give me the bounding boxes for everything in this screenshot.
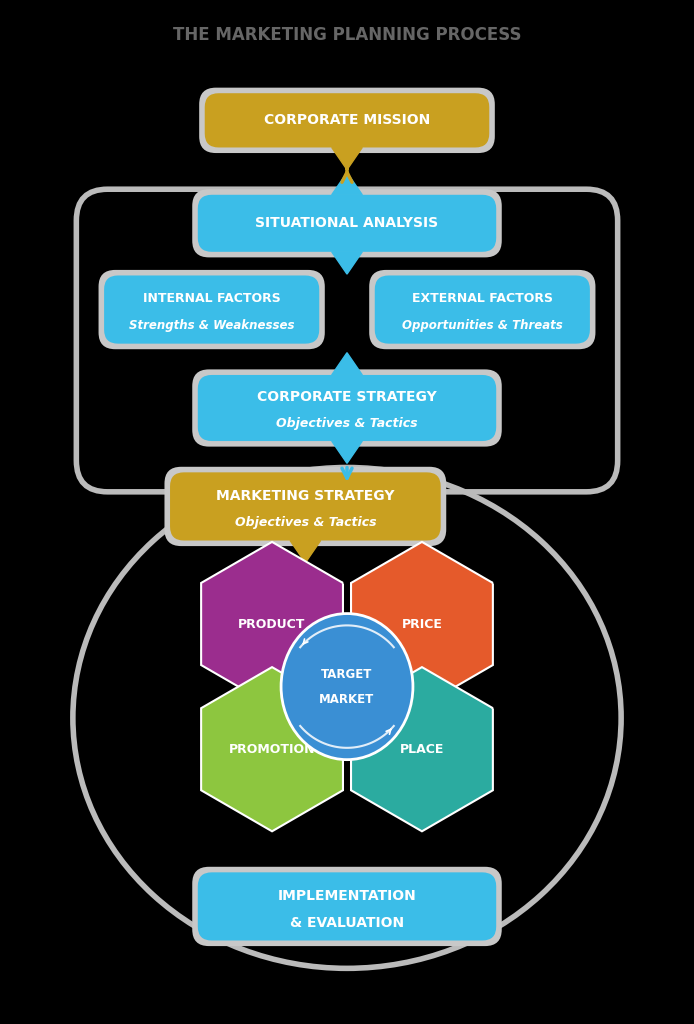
FancyBboxPatch shape	[198, 872, 496, 940]
FancyBboxPatch shape	[198, 375, 496, 441]
Polygon shape	[332, 147, 362, 170]
FancyBboxPatch shape	[164, 467, 446, 546]
Text: PLACE: PLACE	[400, 742, 444, 756]
Text: EXTERNAL FACTORS: EXTERNAL FACTORS	[412, 292, 553, 305]
Polygon shape	[332, 252, 362, 274]
FancyBboxPatch shape	[192, 189, 502, 257]
Text: PRODUCT: PRODUCT	[238, 617, 306, 631]
Polygon shape	[351, 667, 493, 831]
Text: THE MARKETING PLANNING PROCESS: THE MARKETING PLANNING PROCESS	[173, 26, 521, 44]
Text: PRICE: PRICE	[402, 617, 442, 631]
Text: Objectives & Tactics: Objectives & Tactics	[235, 516, 376, 529]
FancyBboxPatch shape	[104, 275, 319, 344]
Text: IMPLEMENTATION: IMPLEMENTATION	[278, 889, 416, 902]
Polygon shape	[332, 441, 362, 463]
FancyBboxPatch shape	[375, 275, 590, 344]
Polygon shape	[201, 667, 343, 831]
Text: Objectives & Tactics: Objectives & Tactics	[276, 418, 418, 430]
Polygon shape	[332, 172, 362, 195]
Polygon shape	[351, 542, 493, 707]
Text: Strengths & Weaknesses: Strengths & Weaknesses	[129, 319, 294, 333]
Polygon shape	[332, 352, 362, 375]
FancyBboxPatch shape	[205, 93, 489, 147]
FancyBboxPatch shape	[192, 370, 502, 446]
Ellipse shape	[281, 613, 413, 760]
Text: MARKETING STRATEGY: MARKETING STRATEGY	[216, 488, 395, 503]
FancyBboxPatch shape	[170, 472, 441, 541]
Text: CORPORATE STRATEGY: CORPORATE STRATEGY	[257, 390, 437, 404]
Text: SITUATIONAL ANALYSIS: SITUATIONAL ANALYSIS	[255, 216, 439, 230]
Polygon shape	[201, 542, 343, 707]
FancyBboxPatch shape	[99, 270, 325, 349]
Text: MARKET: MARKET	[319, 692, 375, 706]
Text: & EVALUATION: & EVALUATION	[290, 915, 404, 930]
Polygon shape	[290, 541, 321, 563]
FancyBboxPatch shape	[369, 270, 595, 349]
Text: PROMOTION: PROMOTION	[229, 742, 315, 756]
Text: INTERNAL FACTORS: INTERNAL FACTORS	[143, 292, 280, 305]
FancyBboxPatch shape	[199, 88, 495, 153]
FancyBboxPatch shape	[198, 195, 496, 252]
Text: Opportunities & Threats: Opportunities & Threats	[402, 319, 563, 333]
Text: CORPORATE MISSION: CORPORATE MISSION	[264, 114, 430, 127]
FancyBboxPatch shape	[192, 866, 502, 946]
Text: TARGET: TARGET	[321, 668, 373, 681]
